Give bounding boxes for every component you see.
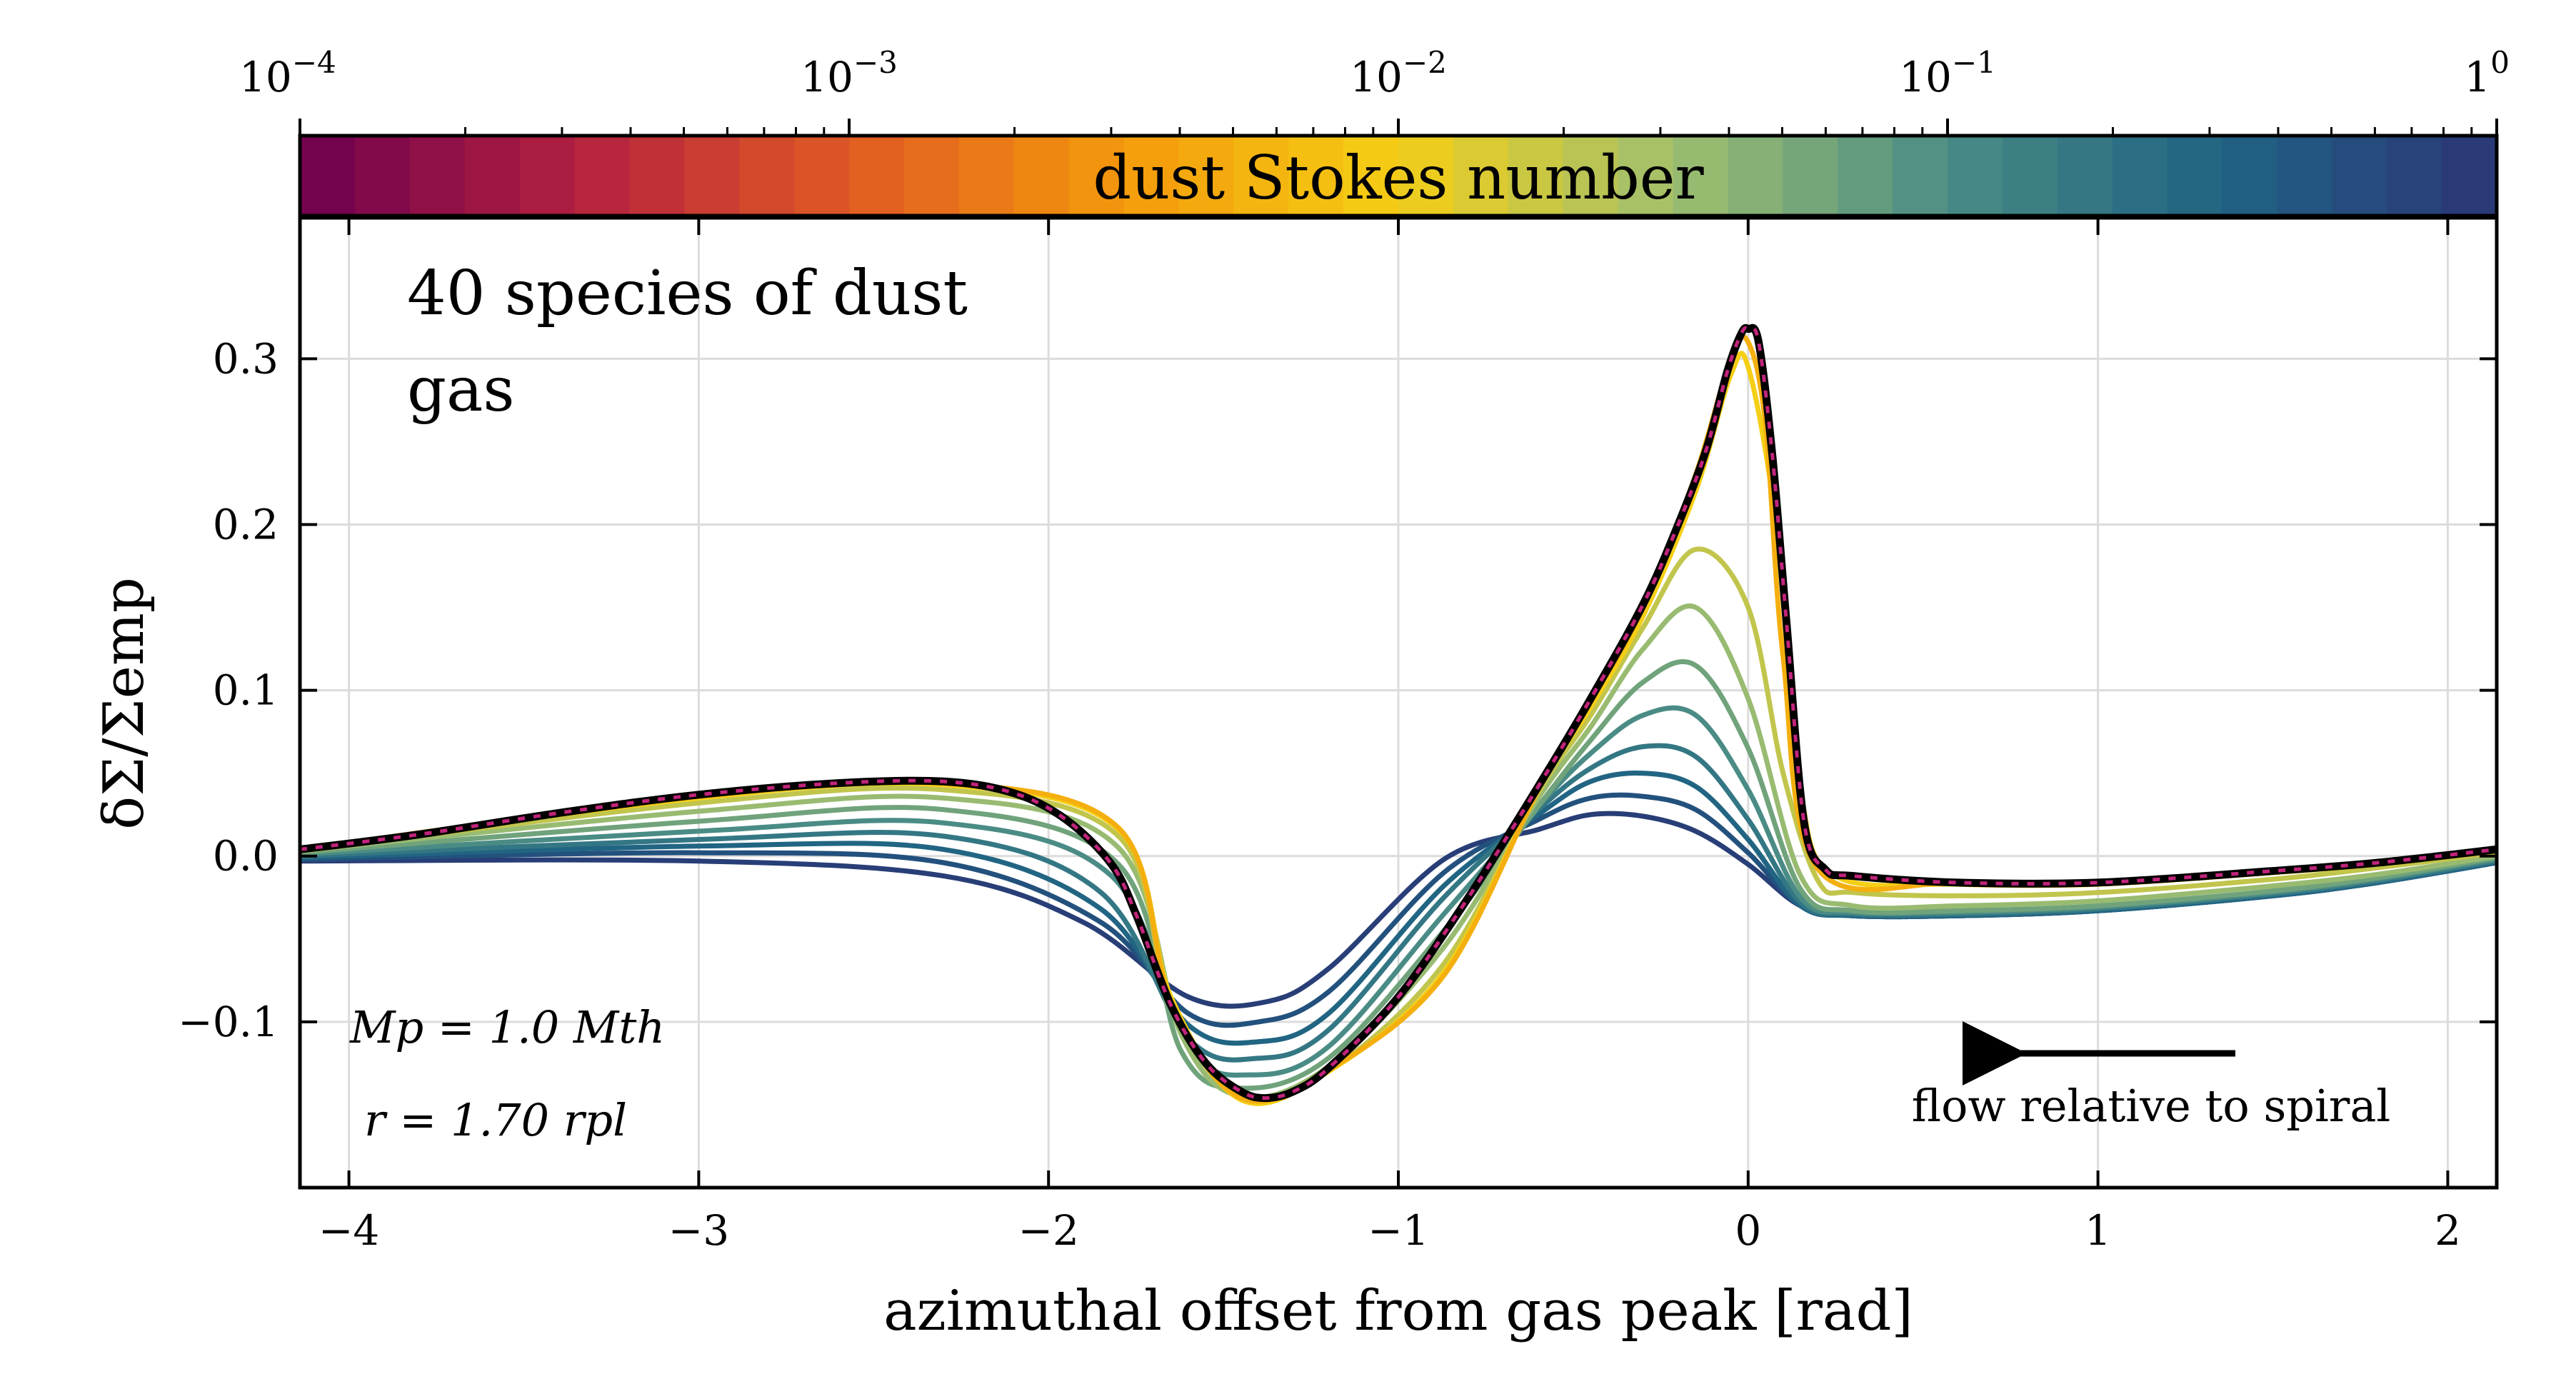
y-tick-label: 0.3 [213,334,279,383]
colorbar-bin [1673,136,1729,216]
colorbar-bin [1893,136,1948,216]
colorbar-bin [1948,136,2003,216]
y-axis-label: δΣ/Σemp [92,577,156,830]
x-tick-label: 0 [1735,1206,1761,1255]
y-tick-label: 0.2 [213,500,279,548]
x-tick-label: 1 [2085,1206,2111,1255]
grid [300,218,2497,1188]
colorbar-tick-label: 10 [2464,45,2510,101]
colorbar-tick-label: 10−3 [801,45,898,101]
colorbar-bin [574,136,631,216]
colorbar-bin [1343,136,1399,216]
colorbar-bin [1068,136,1125,216]
colorbar-bin [354,136,411,216]
colorbar-bin [1728,136,1784,216]
curves [300,324,2497,1106]
x-tick-label: −3 [668,1206,730,1255]
colorbar-tick-label: 10−1 [1899,45,1996,101]
colorbar-tick-label: 10−4 [239,45,336,101]
colorbar-bin [2387,136,2442,216]
colorbar-bin [2167,136,2223,216]
colorbar-label: dust Stokes number [1093,143,1704,213]
colorbar-bin [1783,136,1838,216]
colorbar-bin [629,136,686,216]
colorbar-bin [464,136,521,216]
colorbar-bin [903,136,960,216]
colorbar-bin [958,136,1015,216]
colorbar-bin [2057,136,2113,216]
y-tick-label: −0.1 [178,998,279,1046]
colorbar-bin [794,136,850,216]
x-tick-label: −2 [1018,1206,1079,1255]
flow-arrow-label: flow relative to spiral [1912,1080,2390,1132]
colorbar-bin [1123,136,1180,216]
colorbar [300,136,2497,216]
colorbar-bin [1838,136,1893,216]
colorbar-ticks: 10−4 10−3 10−2 10−1 10 [239,45,2510,136]
y-tick-label: 0.0 [213,832,279,881]
colorbar-bin [1233,136,1289,216]
colorbar-bin [2222,136,2278,216]
colorbar-bin [849,136,905,216]
colorbar-bin [300,136,356,216]
colorbar-bin [409,136,466,216]
dust-series-line [300,603,2497,1100]
x-tick-label: −4 [319,1206,380,1255]
colorbar-bin [1453,136,1509,216]
legend-gas: gas [407,354,514,426]
colorbar-bin [1398,136,1454,216]
colorbar-bin [1013,136,1070,216]
colorbar-bin [1288,136,1344,216]
colorbar-bin [2277,136,2333,216]
colorbar-bin [1508,136,1564,216]
colorbar-bin [2442,136,2497,216]
gas-dashed-overlay [300,326,2497,1100]
planet-mass-note: Mp = 1.0 Mth [349,1001,665,1053]
colorbar-bin [2112,136,2168,216]
axis-ticks: −4 −3 −2 −1 0 1 2 −0.1 0.0 0.1 0.2 0.3 [178,218,2497,1255]
x-axis-label: azimuthal offset from gas peak [rad] [883,1279,1913,1343]
dust-series-line [300,659,2497,1091]
y-tick-label: 0.1 [213,666,279,715]
colorbar-bin [1618,136,1674,216]
colorbar-bin [684,136,740,216]
colorbar-bin [1563,136,1619,216]
colorbar-bin [2332,136,2387,216]
legend-dust: 40 species of dust [407,258,968,329]
colorbar-bin [2002,136,2058,216]
colorbar-bin [1178,136,1235,216]
x-tick-label: −1 [1368,1206,1429,1255]
colorbar-tick-label: 10−2 [1350,45,1447,101]
colorbar-bin [519,136,576,216]
colorbar-bin [739,136,795,216]
radius-note: r = 1.70 rpl [364,1094,627,1146]
x-tick-label: 2 [2435,1206,2461,1255]
